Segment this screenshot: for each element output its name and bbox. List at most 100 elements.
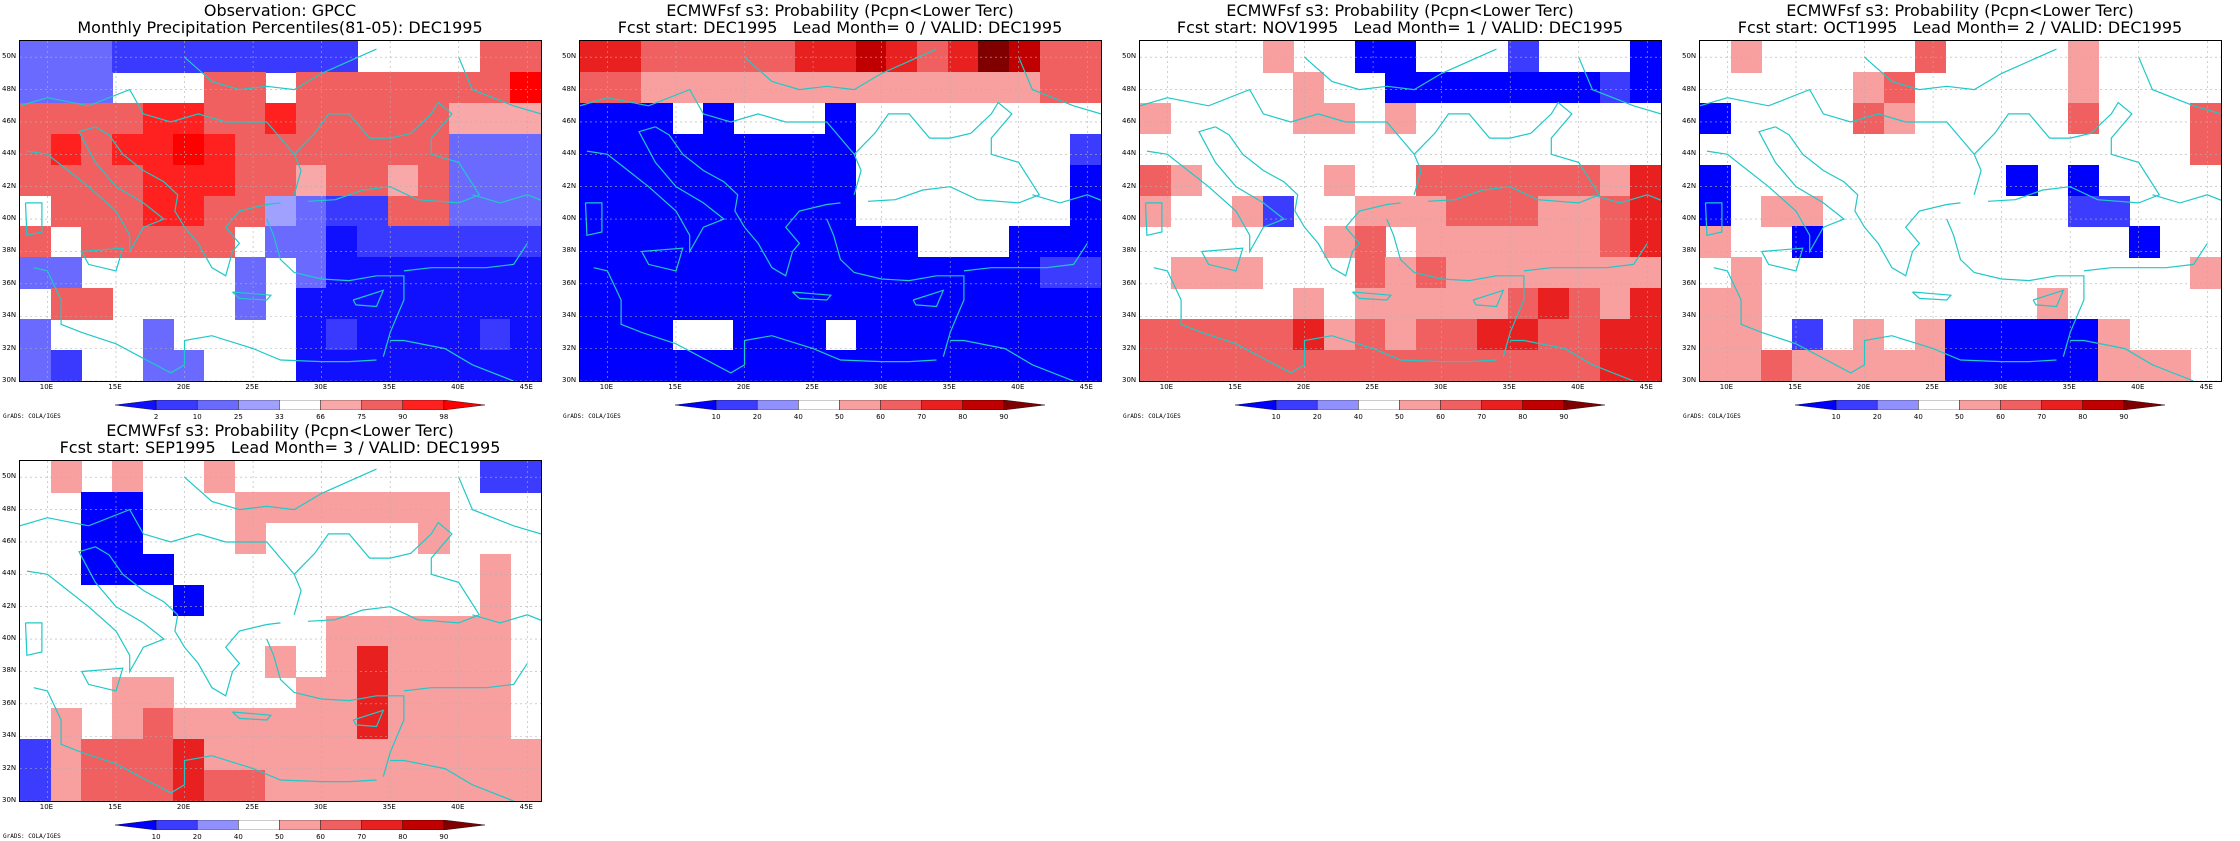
grid-cell [1630, 195, 1661, 228]
grid-cell [1323, 102, 1356, 135]
grid-cell [295, 288, 328, 320]
grid-cell [449, 708, 481, 740]
color-bar-segment [443, 400, 485, 410]
grid-cell [387, 133, 419, 166]
lat-label: 50N [1682, 52, 1697, 61]
color-bar-segment [1563, 400, 1605, 410]
grid-cell [510, 71, 541, 104]
grid-cell [1070, 195, 1101, 228]
coastline [266, 218, 405, 357]
graticule [20, 41, 541, 381]
grid-cell [1507, 41, 1539, 73]
coastline [1775, 126, 1961, 277]
grid-cell [1599, 288, 1631, 320]
coastline [1304, 48, 1497, 91]
coastline [403, 243, 528, 272]
grid-cell [671, 164, 704, 197]
lat-label: 48N [562, 84, 577, 93]
grid-cell [449, 319, 481, 351]
grid-cell [2067, 164, 2099, 197]
coastline [1146, 126, 1286, 254]
grid-cell [1039, 226, 1071, 258]
graticule [1140, 41, 1661, 381]
grid-cell [671, 288, 704, 320]
grid-cell [295, 350, 328, 381]
lat-label: 48N [1682, 84, 1697, 93]
lat-label: 48N [2, 504, 17, 513]
data-cells [1140, 41, 1661, 381]
color-bar-segment [402, 400, 445, 410]
lat-label: 42N [562, 181, 577, 190]
grid-cell [81, 164, 113, 197]
grid-cell [357, 615, 389, 648]
grid-cell [1853, 319, 1885, 351]
grid-cell [20, 133, 52, 166]
grid-cell [387, 71, 419, 104]
grid-cell [1507, 350, 1539, 381]
grid-cell [610, 226, 642, 258]
grid-cell [1791, 319, 1824, 351]
grid-cell [479, 102, 511, 135]
grid-cell [794, 319, 826, 351]
coastline [20, 88, 295, 155]
coastline [95, 126, 281, 277]
grid-cell [580, 195, 612, 228]
coastline [1140, 88, 1415, 155]
grid-cell [733, 288, 765, 320]
grid-cell [855, 350, 888, 381]
grid-cell [702, 164, 734, 197]
coastline [232, 291, 273, 301]
lon-label: 10E [1719, 383, 1734, 391]
grid-cell [2067, 41, 2099, 73]
map-plot-area [1139, 40, 1662, 382]
lon-label: 15E [1228, 383, 1242, 391]
grads-credit: GrADS: COLA/IGES [3, 833, 61, 840]
grid-cell [50, 102, 82, 135]
lon-label: 40E [2131, 383, 2145, 391]
color-bar-label: 20 [1312, 413, 1322, 421]
lat-label: 30N [1122, 376, 1137, 384]
lat-label: 44N [2, 149, 17, 158]
lat-label: 34N [2, 311, 17, 320]
grid-cell [1853, 71, 1885, 104]
lat-label: 44N [2, 569, 17, 578]
color-bar-label: 60 [316, 833, 326, 841]
coastline [1578, 56, 1661, 115]
lon-label: 15E [1788, 383, 1802, 391]
grid-cell [580, 319, 612, 351]
grid-cell [20, 164, 52, 197]
lon-label: 35E [2062, 383, 2076, 391]
grid-cell [418, 350, 450, 381]
grid-cell [142, 677, 174, 709]
color-bar-label: 70 [917, 413, 927, 421]
coastline [593, 267, 937, 374]
grid-cell [142, 226, 174, 258]
map-panel-lead2: ECMWFsf s3: Probability (Pcpn<Lower Terc… [1680, 0, 2240, 421]
color-bar-segment [238, 400, 280, 410]
grid-cell [50, 195, 82, 228]
grid-cell [357, 195, 389, 228]
grid-cell [763, 41, 796, 73]
grid-cell [763, 133, 796, 166]
grid-cell [479, 739, 511, 771]
grid-cell [610, 319, 642, 351]
coastline [390, 339, 514, 381]
grid-cell [1039, 350, 1071, 381]
grid-cell [702, 257, 734, 289]
grid-cell [1730, 288, 1762, 320]
map-panel-lead3: ECMWFsf s3: Probability (Pcpn<Lower Terc… [0, 420, 560, 841]
grid-cell [326, 319, 358, 351]
map-plot-area [579, 40, 1102, 382]
coastline [33, 687, 377, 794]
coastline [792, 291, 833, 301]
grid-cell [173, 102, 205, 135]
grid-cell [357, 257, 389, 289]
grid-cell [50, 133, 82, 166]
grid-cell [418, 257, 450, 289]
lat-label: 38N [2, 666, 17, 675]
grid-cell [173, 770, 205, 801]
grid-cell [510, 164, 541, 197]
grid-cell [449, 646, 481, 678]
grid-cell [1293, 288, 1325, 320]
lat-label: 40N [2, 214, 17, 223]
